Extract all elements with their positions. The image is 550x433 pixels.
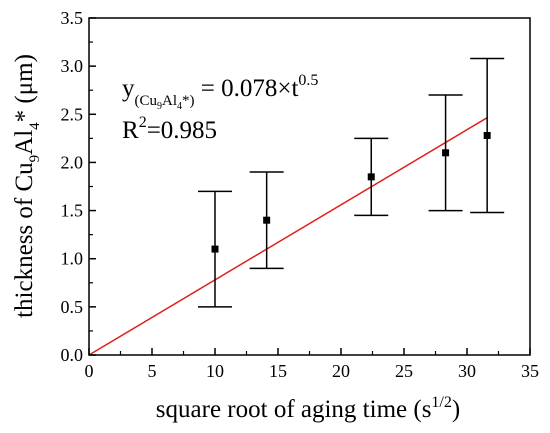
- data-point: [367, 173, 375, 181]
- x-axis-label: square root of aging time (s1/2): [156, 394, 460, 423]
- fit-line: [88, 117, 488, 356]
- plot-frame: [88, 17, 531, 356]
- equation-rhs: = 0.078×t: [195, 75, 299, 102]
- r-squared-value: =0.985: [147, 117, 217, 144]
- fit-line-layer: [88, 117, 488, 356]
- equation-sub-b: 9: [157, 101, 162, 112]
- y-tick-label: 2.5: [61, 104, 84, 124]
- r-squared-base: R: [122, 117, 139, 144]
- y-tick-label: 0.5: [61, 297, 84, 317]
- x-tick-label: 20: [332, 361, 350, 381]
- y-tick-label: 1.0: [61, 249, 84, 269]
- x-tick-label: 25: [395, 361, 413, 381]
- y-axis-label-prefix: thickness of Cu: [11, 162, 38, 318]
- y-axis-label: thickness of Cu9Al4* (μm): [11, 54, 43, 318]
- equation-exponent: 0.5: [298, 72, 318, 89]
- data-point-layer: [211, 131, 491, 253]
- x-tick-label: 15: [269, 361, 287, 381]
- y-tick-label: 1.5: [61, 201, 84, 221]
- y-axis-label-suffix: * (μm): [11, 54, 38, 122]
- x-tick-label: 0: [85, 361, 94, 381]
- equation-sub-e: *): [182, 93, 195, 109]
- x-tick-label: 10: [206, 361, 224, 381]
- y-axis-label-mid: Al: [11, 130, 38, 155]
- equation-sub-c: Al: [162, 93, 177, 109]
- y-axis-label-sub1: 9: [27, 155, 43, 163]
- x-tick-label: 35: [521, 361, 539, 381]
- equation-lhs: y: [122, 75, 135, 102]
- data-point: [442, 149, 450, 157]
- data-point: [483, 131, 491, 139]
- data-point: [211, 245, 219, 253]
- y-axis-label-sub2: 4: [27, 122, 43, 130]
- equation-sub-d: 4: [177, 101, 182, 112]
- x-axis-label-exponent: 1/2: [431, 394, 451, 411]
- y-tick-label: 3.5: [61, 8, 84, 28]
- tick-layer: 0 5 10 15 20 25 30 35 0.0 0.5 1.0 1.5 2.0 2.5 3.0 3.5: [61, 8, 540, 381]
- r-squared-annotation: R2=0.985: [122, 114, 217, 144]
- r-squared-exponent: 2: [139, 114, 147, 131]
- x-tick-label: 30: [458, 361, 476, 381]
- equation-sub-a: (Cu: [135, 93, 158, 109]
- x-axis-label-close: ): [452, 396, 460, 423]
- x-tick-label: 5: [148, 361, 157, 381]
- x-axis-label-text: square root of aging time (s: [156, 396, 432, 423]
- y-tick-label: 2.0: [61, 152, 84, 172]
- equation-annotation: y(Cu9Al4*) = 0.078×t0.5: [122, 72, 318, 112]
- y-tick-label: 0.0: [61, 345, 84, 365]
- y-tick-label: 3.0: [61, 56, 84, 76]
- data-point: [263, 216, 271, 224]
